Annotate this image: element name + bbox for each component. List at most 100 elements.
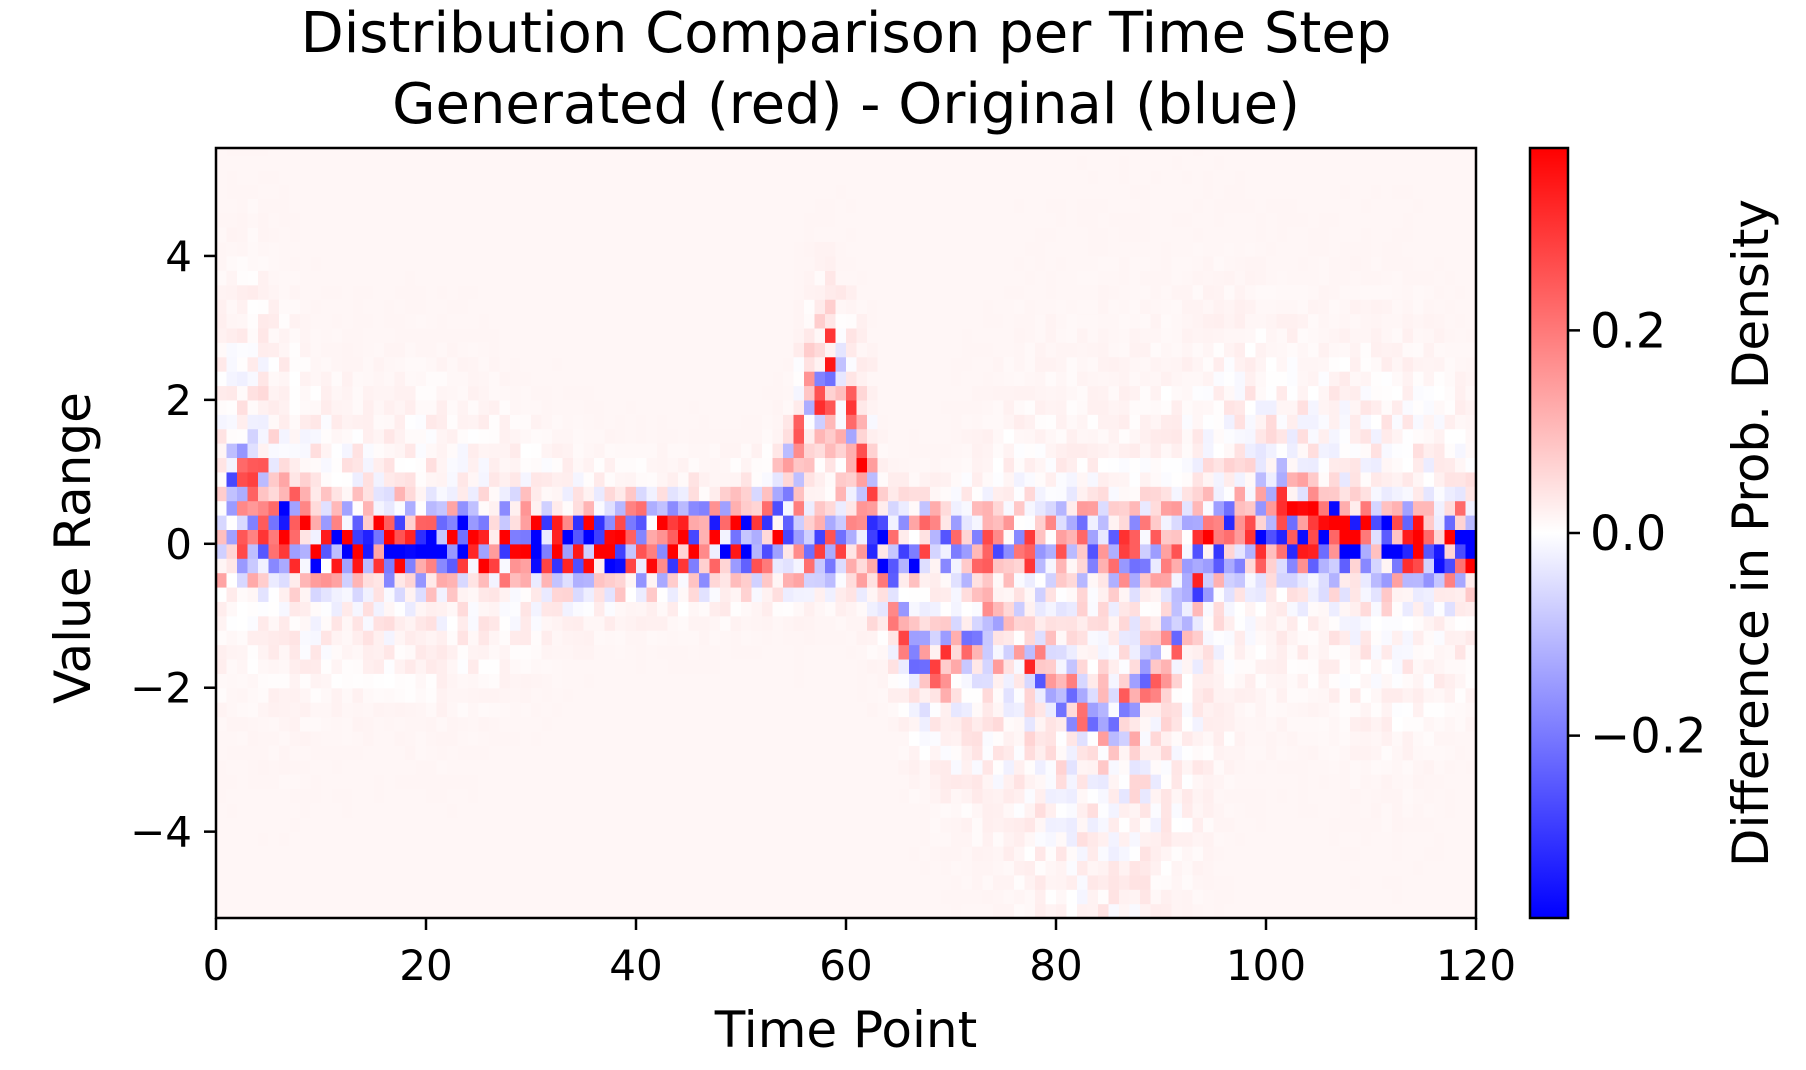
- heatmap-cell: [930, 630, 942, 646]
- heatmap-cell: [709, 759, 721, 775]
- heatmap-cell: [625, 586, 637, 602]
- heatmap-cell: [268, 183, 280, 199]
- heatmap-cell: [730, 558, 742, 574]
- heatmap-cell: [835, 615, 847, 631]
- heatmap-cell: [468, 155, 480, 171]
- heatmap-cell: [825, 183, 837, 199]
- heatmap-cell: [762, 284, 774, 300]
- heatmap-cell: [1024, 529, 1036, 545]
- heatmap-cell: [951, 457, 963, 473]
- heatmap-cell: [825, 356, 837, 372]
- heatmap-cell: [1045, 846, 1057, 862]
- heatmap-cell: [898, 471, 910, 487]
- heatmap-cell: [835, 788, 847, 804]
- heatmap-cell: [499, 414, 511, 430]
- heatmap-cell: [657, 702, 669, 718]
- heatmap-cell: [583, 270, 595, 286]
- heatmap-cell: [909, 500, 921, 516]
- heatmap-cell: [1140, 615, 1152, 631]
- heatmap-cell: [867, 428, 879, 444]
- heatmap-cell: [247, 889, 259, 905]
- heatmap-cell: [279, 817, 291, 833]
- heatmap-cell: [793, 630, 805, 646]
- heatmap-cell: [468, 658, 480, 674]
- heatmap-cell: [331, 730, 343, 746]
- heatmap-cell: [1119, 802, 1131, 818]
- heatmap-cell: [1066, 471, 1078, 487]
- heatmap-cell: [373, 414, 385, 430]
- heatmap-cell: [1077, 572, 1089, 588]
- heatmap-cell: [814, 443, 826, 459]
- heatmap-cell: [352, 313, 364, 329]
- heatmap-cell: [331, 471, 343, 487]
- heatmap-cell: [510, 687, 522, 703]
- heatmap-cell: [510, 831, 522, 847]
- heatmap-cell: [300, 227, 312, 243]
- heatmap-cell: [373, 817, 385, 833]
- heatmap-cell: [415, 529, 427, 545]
- heatmap-cell: [268, 443, 280, 459]
- heatmap-cell: [1024, 874, 1036, 890]
- heatmap-cell: [384, 615, 396, 631]
- heatmap-cell: [489, 198, 501, 214]
- heatmap-cell: [615, 443, 627, 459]
- heatmap-cell: [289, 443, 301, 459]
- heatmap-cell: [709, 601, 721, 617]
- heatmap-cell: [247, 673, 259, 689]
- heatmap-cell: [940, 385, 952, 401]
- heatmap-cell: [1024, 270, 1036, 286]
- heatmap-cell: [1045, 615, 1057, 631]
- heatmap-cell: [1003, 774, 1015, 790]
- heatmap-cell: [919, 457, 931, 473]
- heatmap-cell: [268, 543, 280, 559]
- heatmap-cell: [751, 615, 763, 631]
- heatmap-cell: [1045, 601, 1057, 617]
- heatmap-cell: [814, 327, 826, 343]
- heatmap-cell: [856, 846, 868, 862]
- heatmap-cell: [730, 759, 742, 775]
- heatmap-cell: [279, 385, 291, 401]
- heatmap-cell: [352, 227, 364, 243]
- heatmap-cell: [289, 658, 301, 674]
- heatmap-cell: [363, 673, 375, 689]
- heatmap-cell: [447, 644, 459, 660]
- heatmap-cell: [888, 457, 900, 473]
- heatmap-cell: [919, 774, 931, 790]
- heatmap-cell: [625, 658, 637, 674]
- heatmap-cell: [646, 399, 658, 415]
- heatmap-cell: [541, 716, 553, 732]
- heatmap-cell: [1098, 399, 1110, 415]
- heatmap-cell: [1087, 774, 1099, 790]
- heatmap-cell: [636, 860, 648, 876]
- heatmap-cell: [1129, 572, 1141, 588]
- heatmap-cell: [814, 270, 826, 286]
- heatmap-cell: [930, 644, 942, 660]
- heatmap-cell: [688, 774, 700, 790]
- heatmap-cell: [951, 183, 963, 199]
- heatmap-cell: [1056, 572, 1068, 588]
- heatmap-cell: [394, 385, 406, 401]
- heatmap-cell: [1066, 148, 1078, 156]
- heatmap-cell: [1087, 644, 1099, 660]
- heatmap-cell: [636, 155, 648, 171]
- heatmap-cell: [583, 759, 595, 775]
- heatmap-cell: [415, 198, 427, 214]
- heatmap-cell: [678, 313, 690, 329]
- heatmap-cell: [762, 846, 774, 862]
- heatmap-cell: [835, 356, 847, 372]
- heatmap-cell: [363, 414, 375, 430]
- heatmap-cell: [1150, 572, 1162, 588]
- heatmap-cell: [898, 586, 910, 602]
- heatmap-cell: [814, 515, 826, 530]
- heatmap-cell: [636, 399, 648, 415]
- heatmap-cell: [688, 745, 700, 761]
- heatmap-cell: [961, 903, 973, 918]
- heatmap-cell: [499, 615, 511, 631]
- heatmap-cell: [415, 443, 427, 459]
- heatmap-cell: [877, 730, 889, 746]
- heatmap-cell: [940, 802, 952, 818]
- heatmap-cell: [1035, 198, 1047, 214]
- heatmap-cell: [258, 169, 270, 185]
- heatmap-cell: [909, 759, 921, 775]
- heatmap-cell: [667, 716, 679, 732]
